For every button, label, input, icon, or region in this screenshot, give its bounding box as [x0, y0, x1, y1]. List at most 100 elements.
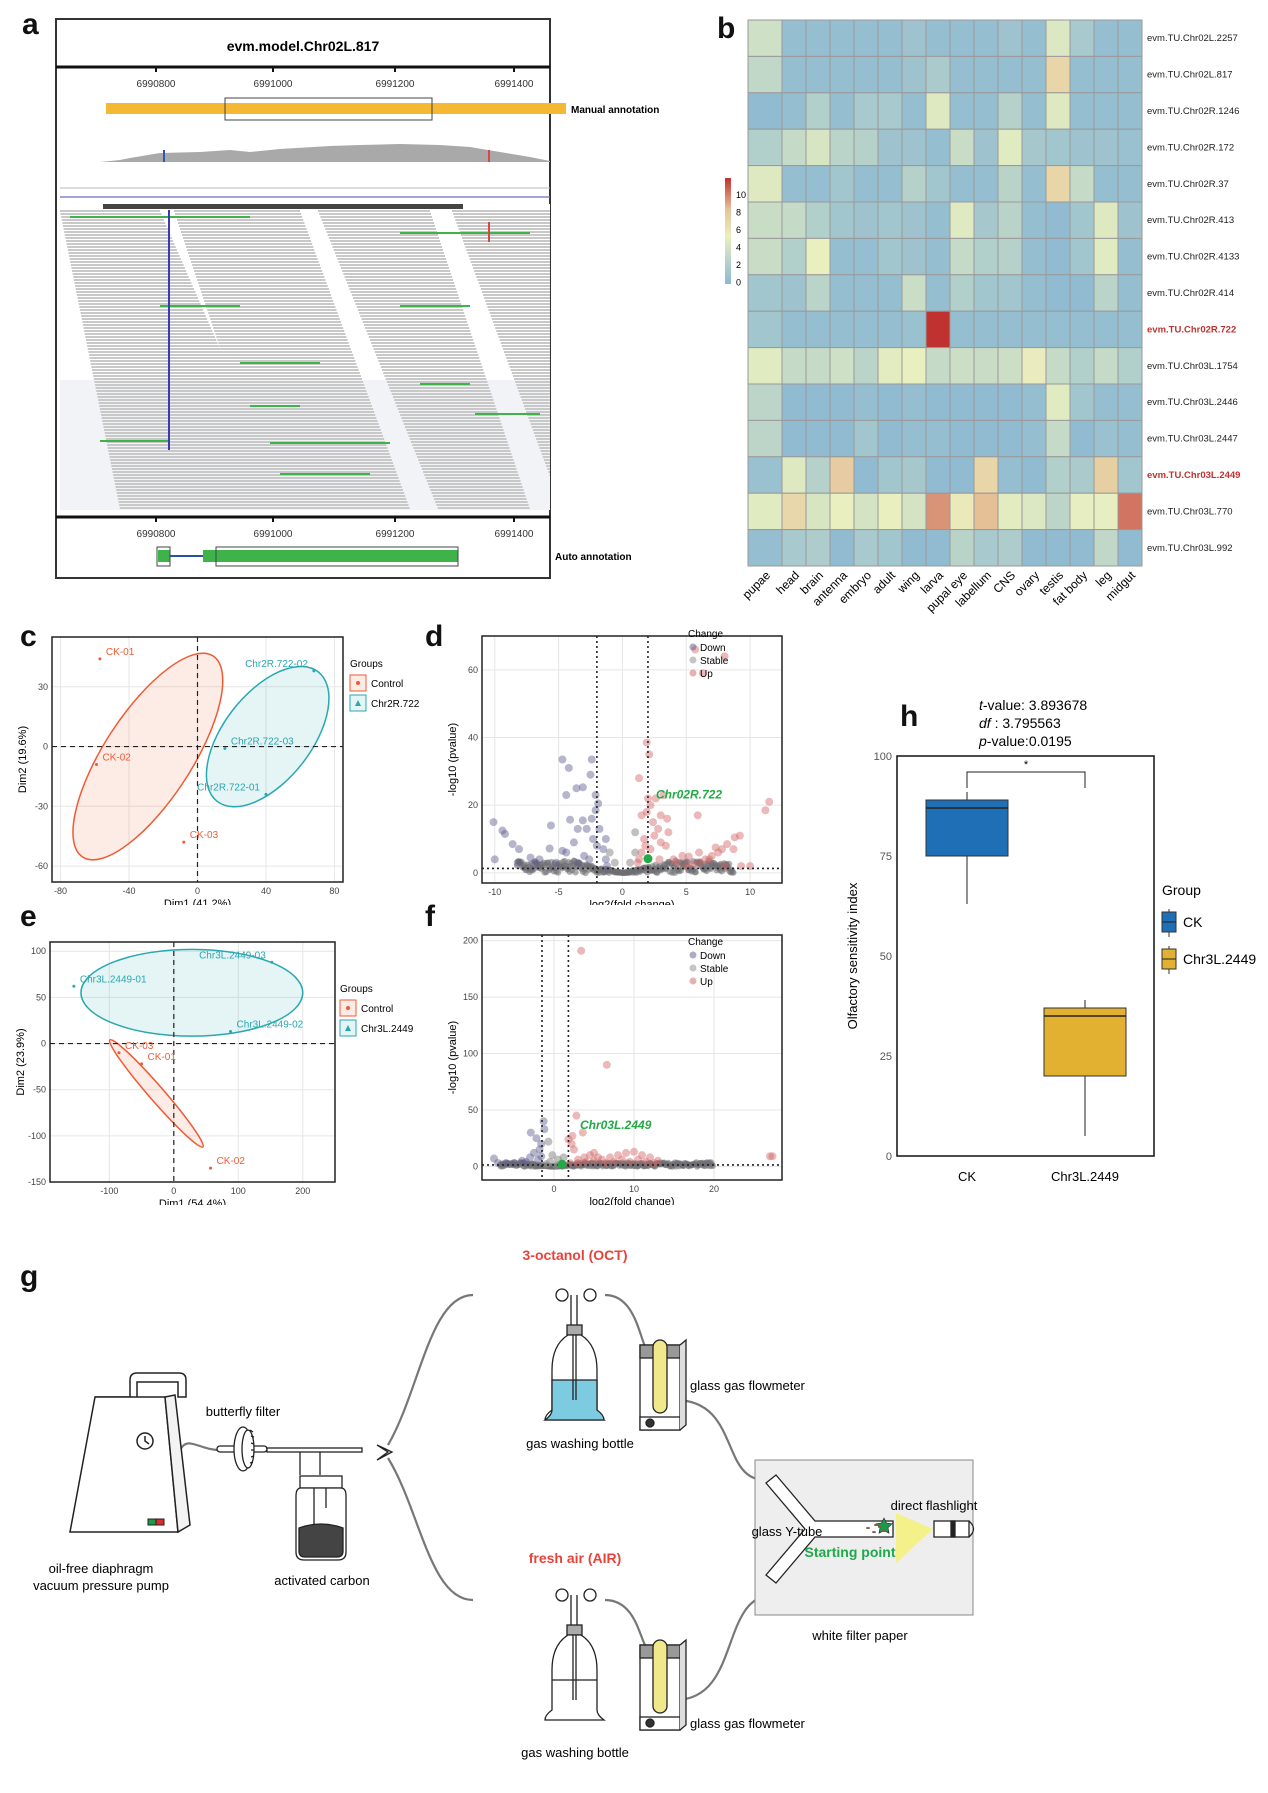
heatmap-cell [998, 384, 1022, 420]
heatmap-cell [926, 384, 950, 420]
read-row [382, 369, 483, 371]
heatmap-cell [782, 348, 806, 384]
heatmap-column-label: ovary [1011, 568, 1042, 599]
read-row [483, 294, 550, 296]
heatmap-cell [1094, 166, 1118, 202]
read-row [383, 372, 484, 374]
heatmap-row-label: evm.TU.Chr03L.2449 [1147, 470, 1240, 481]
heatmap-cell [830, 493, 854, 529]
heatmap-cell [830, 238, 854, 274]
read-row [73, 273, 188, 275]
heatmap-cell [950, 20, 974, 56]
heatmap-cell [782, 20, 806, 56]
heatmap-cell [1118, 493, 1142, 529]
read-row [517, 387, 550, 389]
y-tick-label: 50 [468, 1105, 478, 1115]
heatmap-row-label: evm.TU.Chr02R.722 [1147, 324, 1236, 335]
up-point [634, 859, 642, 867]
read-row [521, 396, 550, 398]
down-point [546, 844, 554, 852]
read-row [117, 495, 284, 497]
read-row [418, 459, 513, 461]
down-point [562, 791, 570, 799]
heatmap-cell [902, 166, 926, 202]
read-row [398, 408, 497, 410]
heatmap-cell [1118, 129, 1142, 165]
pca-plot-chr3l2449: -100 0 100 200-150-100-50050100Dim1 (54.4%)… [0, 900, 430, 1205]
heatmap-cell [974, 348, 998, 384]
legend-label: Control [371, 679, 403, 690]
heatmap-cell [950, 348, 974, 384]
read-row [358, 309, 463, 311]
legend-label: Control [361, 1004, 393, 1015]
read-row [82, 321, 208, 323]
read-row [548, 471, 550, 473]
flowmeter-top-label: glass gas flowmeter [690, 1378, 806, 1393]
up-point [673, 859, 681, 867]
y-tick-label: 50 [36, 992, 46, 1002]
axis-tick-label: 6991200 [376, 529, 415, 540]
x-tick-label: 0 [171, 1186, 176, 1196]
read-row [407, 432, 504, 434]
stable-point [626, 859, 634, 867]
heatmap-cell [782, 238, 806, 274]
heatmap-cell [1046, 384, 1070, 420]
heatmap-cell [854, 238, 878, 274]
read-row [85, 333, 214, 335]
read-row [329, 237, 439, 239]
gas-washing-bottle-bottom-label: gas washing bottle [521, 1745, 629, 1760]
read-row [330, 240, 440, 242]
tube-to-air-bottle [388, 1458, 473, 1600]
heatmap-cell [998, 457, 1022, 493]
heatmap-cell [878, 348, 902, 384]
legend-title: Groups [350, 659, 383, 670]
down-point [602, 835, 610, 843]
heatmap-cell [950, 384, 974, 420]
read-row [99, 405, 245, 407]
color-scale-tick-label: 6 [736, 225, 741, 235]
heatmap-cell [806, 20, 830, 56]
down-point [583, 825, 591, 833]
x-tick-label: 80 [329, 886, 339, 896]
highlight-gene-label: Chr03L.2449 [580, 1118, 652, 1132]
heatmap-cell [926, 93, 950, 129]
down-point [589, 835, 597, 843]
heatmap-cell [878, 420, 902, 456]
heatmap-cell [748, 129, 782, 165]
down-point [574, 859, 582, 867]
down-point [547, 821, 555, 829]
legend-marker [690, 965, 697, 972]
read-row [549, 474, 550, 476]
auto-annotation-model [157, 547, 458, 566]
y-tube-olfactometer-diagram: butterfly filter activated carbon oil-fr… [0, 1240, 1268, 1793]
read-row [210, 318, 340, 320]
read-row [181, 231, 308, 233]
color-scale-tick-label: 10 [736, 190, 746, 200]
read-row [536, 438, 550, 440]
heatmap-cell [782, 457, 806, 493]
heatmap-cell [1022, 493, 1046, 529]
split-read [250, 405, 300, 407]
heatmap-cell [854, 275, 878, 311]
heatmap-cell [1022, 56, 1046, 92]
coverage-snp-blue [163, 150, 165, 162]
heatmap-cell [1046, 275, 1070, 311]
split-read [70, 216, 250, 218]
read-row [221, 351, 352, 353]
read-row [84, 327, 211, 329]
legend-marker [690, 657, 697, 664]
heatmap-column-labels: pupae headbrainantennaembryoadultwinglarv… [740, 568, 1139, 615]
read-row [343, 273, 451, 275]
split-read [100, 440, 170, 442]
read-row [318, 210, 430, 212]
heatmap-cell [1046, 457, 1070, 493]
starting-point-label: Starting point [805, 1544, 896, 1560]
read-row [261, 468, 396, 470]
y-tick-label: 60 [468, 665, 478, 675]
box-1 [1044, 1008, 1126, 1076]
heatmap-cell [1022, 238, 1046, 274]
read-row [215, 333, 345, 335]
read-row [520, 393, 550, 395]
y-tick-label: 200 [463, 936, 478, 946]
heatmap-cell [950, 238, 974, 274]
